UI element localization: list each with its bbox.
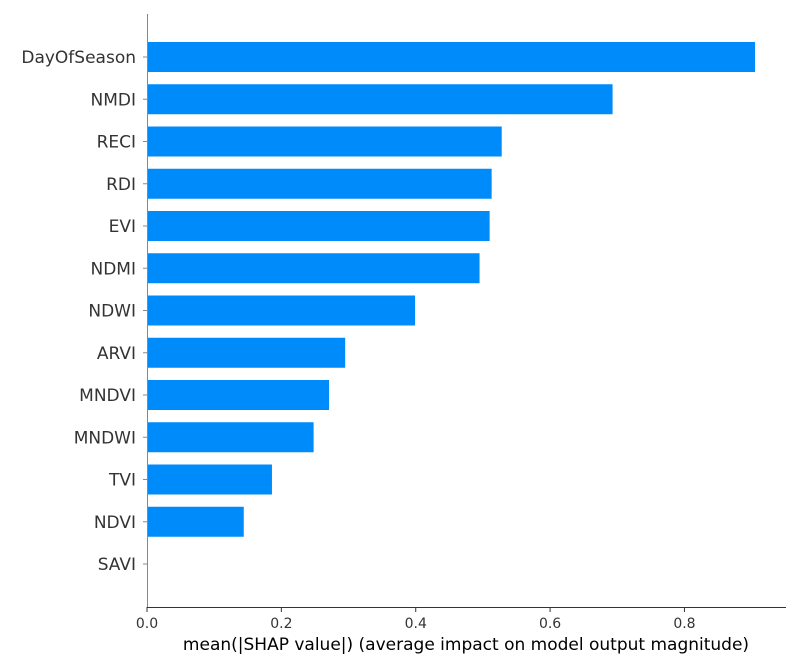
feature-label-ndwi: NDWI (88, 302, 136, 322)
x-tick-label-0.0: 0.0 (136, 616, 158, 632)
feature-label-savi: SAVI (98, 555, 136, 575)
feature-label-evi: EVI (109, 217, 136, 237)
bar-ndwi (147, 295, 416, 326)
bar-evi (147, 211, 490, 241)
bar-mndwi (147, 422, 314, 453)
bar-mndvi (147, 380, 330, 410)
feature-label-nmdi: NMDI (91, 90, 137, 110)
x-tick-label-0.8: 0.8 (673, 616, 695, 632)
bar-arvi (147, 337, 346, 368)
x-ticks-group: 0.0 0.2 0.4 0.6 0.8 (136, 607, 696, 632)
x-tick-label-0.2: 0.2 (270, 616, 292, 632)
feature-label-rdi: RDI (106, 175, 136, 195)
feature-label-reci: RECI (97, 133, 136, 153)
feature-label-mndvi: MNDVI (79, 386, 136, 406)
feature-label-ndmi: NDMI (91, 259, 137, 279)
bar-nmdi (147, 84, 613, 115)
bar-reci (147, 126, 502, 157)
bar-ndmi (147, 253, 480, 284)
feature-label-mndwi: MNDWI (74, 428, 136, 448)
x-tick-label-0.4: 0.4 (405, 616, 427, 632)
bars-group (147, 42, 755, 537)
x-axis-label: mean(|SHAP value|) (average impact on mo… (183, 635, 749, 655)
x-tick-label-0.6: 0.6 (539, 616, 561, 632)
bar-ndvi (147, 506, 244, 537)
bar-dayofseason (147, 42, 755, 72)
feature-label-ndvi: NDVI (94, 513, 136, 533)
bar-rdi (147, 168, 492, 199)
feature-labels-group: DayOfSeason NMDI RECI RDI EVI NDMI NDWI ARVI MND… (21, 48, 147, 575)
feature-label-arvi: ARVI (97, 344, 136, 364)
feature-label-tvi: TVI (108, 471, 136, 491)
feature-label-dayofseason: DayOfSeason (21, 48, 136, 68)
bar-tvi (147, 464, 272, 495)
